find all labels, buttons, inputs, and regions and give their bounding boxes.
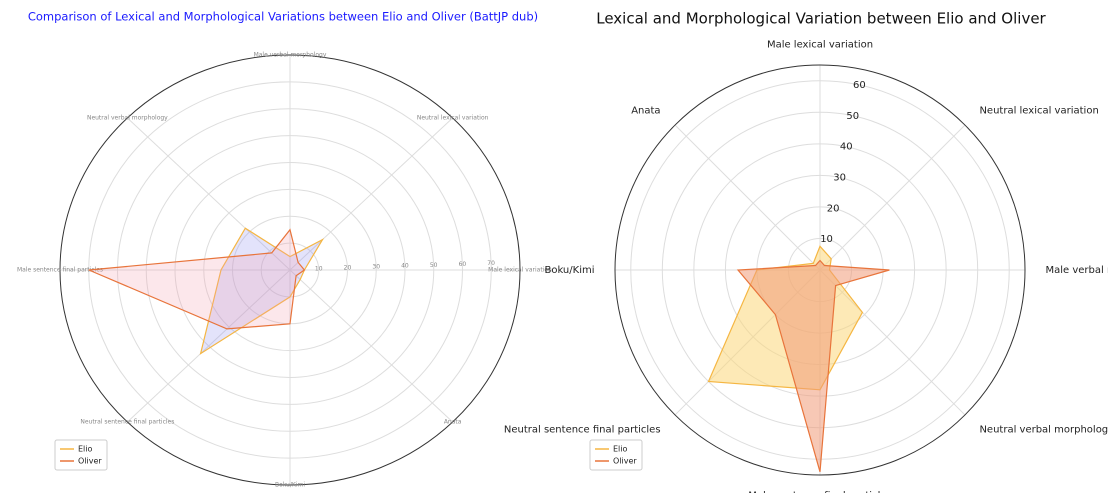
r-tick-label: 40 [401,263,409,270]
r-tick-label: 50 [846,111,859,122]
chart-title: Lexical and Morphological Variation betw… [596,10,1046,28]
category-label: Anata [631,106,660,117]
legend-label: Elio [613,445,628,454]
grid-spoke [819,124,966,271]
category-label: Male lexical variation [767,40,873,51]
legend-label: Oliver [78,457,102,466]
legend-label: Elio [78,445,93,454]
r-tick-label: 60 [459,261,467,268]
grid-spoke [127,117,291,271]
category-label: Neutral verbal morphology [87,114,168,121]
series-area [88,228,306,330]
r-tick-label: 20 [344,265,352,272]
category-label: Male sentence final particles [748,491,891,493]
r-tick-label: 40 [840,142,853,153]
category-label: Neutral verbal morphology [979,424,1108,435]
r-tick-label: 50 [430,262,438,269]
r-tick-label: 60 [853,80,866,91]
category-label: Boku/Kimi [275,482,305,489]
category-label: Anata [444,419,462,426]
legend-box [589,439,643,471]
r-tick-label: 70 [487,260,495,267]
r-tick-label: 30 [833,172,846,183]
category-label: Boku/Kimi [544,265,594,276]
grid-spoke [289,269,453,423]
category-label: Neutral lexical variation [417,114,489,121]
category-label: Male verbal morphology [1046,265,1108,276]
category-label: Male sentence final particles [17,267,103,274]
category-label: Male verbal morphology [254,52,327,59]
chart-title: Comparison of Lexical and Morphological … [28,10,538,24]
r-tick-label: 10 [820,234,833,245]
category-label: Neutral sentence final particles [80,419,174,426]
r-tick-label: 20 [827,203,840,214]
legend-box [54,439,108,471]
series-area [736,259,890,472]
grid-spoke [289,117,453,271]
outer-ring [59,54,521,486]
category-label: Male lexical variation [488,267,552,274]
series-area [199,227,325,355]
category-label: Neutral sentence final particles [504,424,661,435]
grid-spoke [127,269,291,423]
r-tick-label: 30 [372,264,380,271]
legend-label: Oliver [613,457,637,466]
outer-ring [614,64,1026,476]
r-tick-label: 10 [315,266,323,273]
category-label: Neutral lexical variation [979,106,1098,117]
grid-spoke [674,124,821,271]
